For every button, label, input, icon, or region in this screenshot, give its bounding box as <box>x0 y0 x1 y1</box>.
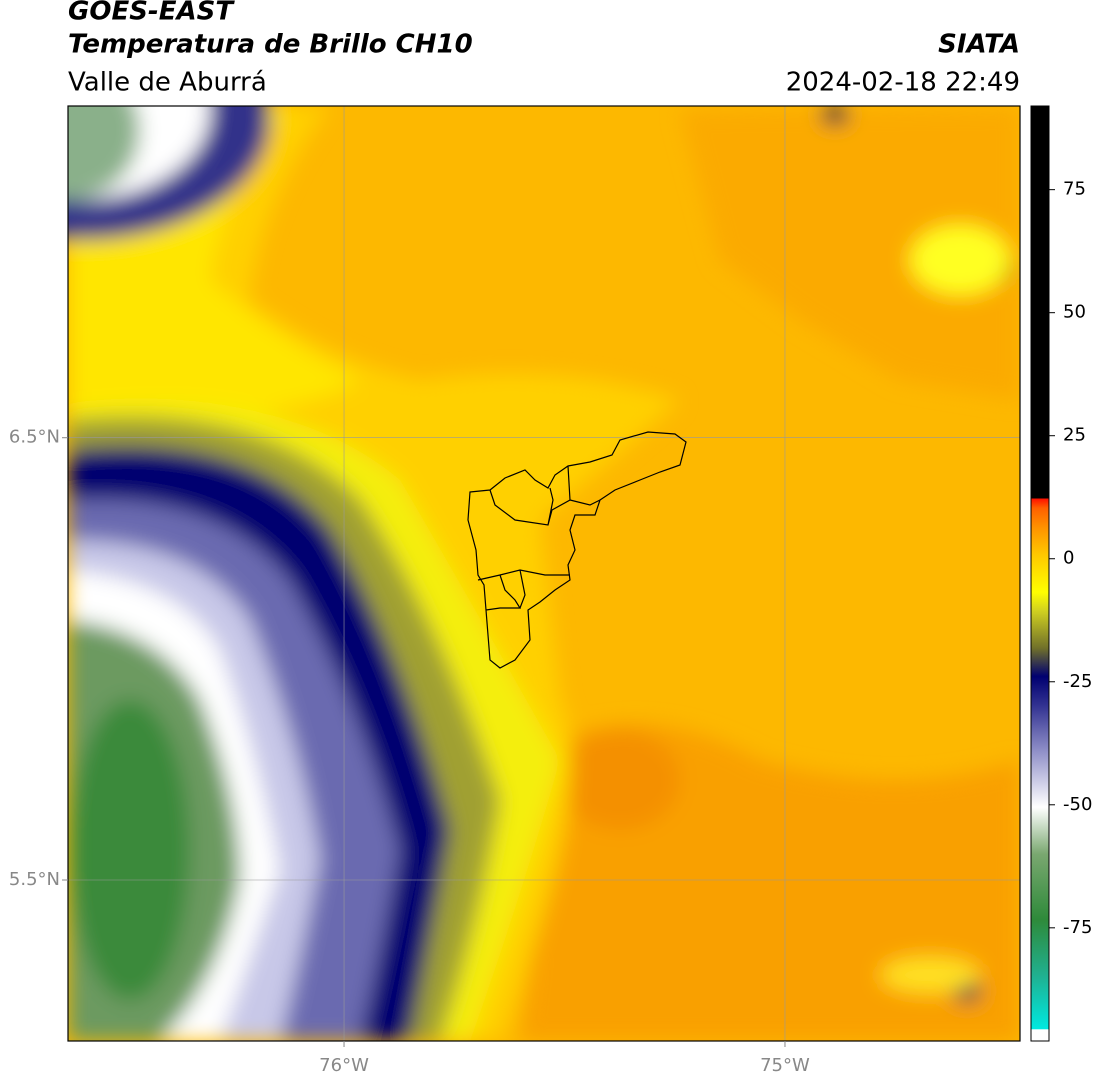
product-title: Temperatura de Brillo CH10 <box>68 30 473 60</box>
source-title: GOES-EAST <box>68 0 235 27</box>
x-tick-label: 76°W <box>319 1055 369 1076</box>
colorbar <box>1030 105 1050 1042</box>
y-tick-label: 6.5°N <box>9 427 60 448</box>
graticule <box>68 106 1020 1041</box>
x-tick-label: 75°W <box>760 1055 810 1076</box>
colorbar-tick-label: 50 <box>1063 302 1086 323</box>
y-tick-label: 5.5°N <box>9 869 60 890</box>
map-frame <box>67 105 1021 1042</box>
satellite-image <box>68 106 1020 1041</box>
colorbar-tick-label: -75 <box>1063 917 1092 938</box>
municipal-boundaries <box>467 431 687 669</box>
agency-title: SIATA <box>938 30 1020 60</box>
colorbar-tick-label: -25 <box>1063 671 1092 692</box>
colorbar-tick-label: -50 <box>1063 794 1092 815</box>
colorbar-tick-label: 75 <box>1063 179 1086 200</box>
colorbar-tick-label: 25 <box>1063 425 1086 446</box>
region-title: Valle de Aburrá <box>68 68 267 98</box>
colorbar-tick-label: 0 <box>1063 548 1074 569</box>
datetime: 2024-02-18 22:49 <box>786 68 1020 98</box>
